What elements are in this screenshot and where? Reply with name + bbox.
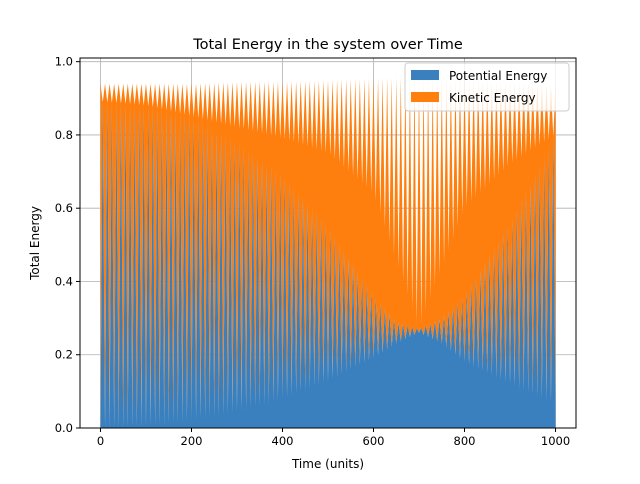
x-tick-label: 800 <box>454 434 476 448</box>
legend-label-potential: Potential Energy <box>449 69 547 83</box>
kinetic-energy-area <box>100 76 556 428</box>
y-axis-label: Total Energy <box>28 206 42 281</box>
y-tick-label: 0.2 <box>55 348 73 362</box>
y-tick-label: 0.6 <box>55 201 73 215</box>
y-tick-label: 1.0 <box>55 55 73 69</box>
chart-title: Total Energy in the system over Time <box>192 37 463 53</box>
x-tick-label: 400 <box>272 434 294 448</box>
potential-energy-area <box>100 102 556 429</box>
legend: Potential Energy Kinetic Energy <box>404 62 570 112</box>
y-tick-label: 0.8 <box>55 128 73 142</box>
legend-box <box>404 62 570 112</box>
legend-swatch-potential <box>411 70 439 80</box>
x-axis-label: Time (units) <box>291 457 364 471</box>
x-tick-label: 600 <box>363 434 385 448</box>
x-tick-label: 1000 <box>541 434 570 448</box>
y-tick-label: 0.4 <box>55 274 73 288</box>
legend-label-kinetic: Kinetic Energy <box>449 91 536 105</box>
y-tick-label: 0.0 <box>55 421 73 435</box>
x-tick-label: 200 <box>181 434 203 448</box>
x-tick-label: 0 <box>97 434 104 448</box>
legend-swatch-kinetic <box>411 92 439 102</box>
series-areas <box>100 76 556 429</box>
plot-frame <box>79 57 577 429</box>
axes: 0 200 400 600 800 1000 0.0 0.2 0.4 0.6 0.8 1.0 <box>55 55 577 448</box>
